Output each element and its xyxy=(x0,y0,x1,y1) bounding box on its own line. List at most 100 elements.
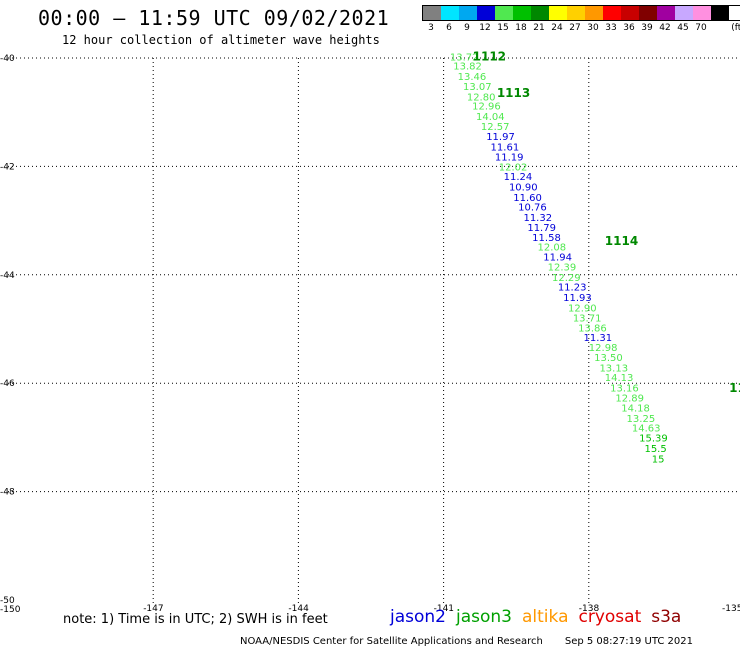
wave-height-value: 10.90 xyxy=(509,182,538,193)
color-swatch xyxy=(585,6,603,20)
wave-height-value: 11.19 xyxy=(495,153,524,164)
wave-height-value: 11.79 xyxy=(527,223,556,234)
satellite-legend-item: cryosat xyxy=(578,607,642,627)
wave-height-value: 12.02 xyxy=(499,162,528,173)
color-scale-label: 3 xyxy=(428,23,434,33)
generated-timestamp: Sep 5 08:27:19 UTC 2021 xyxy=(564,636,693,647)
wave-height-value: 13.25 xyxy=(627,414,656,425)
wave-height-value: 13.46 xyxy=(458,72,487,83)
color-scale-label: 33 xyxy=(605,23,617,33)
wave-height-value: 11.61 xyxy=(491,142,520,153)
color-scale-label: 18 xyxy=(515,23,527,33)
wave-height-value: 13.13 xyxy=(599,363,628,374)
wave-height-value: 11.32 xyxy=(523,213,552,224)
longitude-label: -141 xyxy=(434,604,454,614)
wave-height-value: 13.86 xyxy=(578,323,607,334)
color-swatch xyxy=(603,6,621,20)
color-scale-label: 6 xyxy=(446,23,452,33)
wave-observations: 13.7213.8213.4613.0712.8012.9614.0412.57… xyxy=(450,52,668,465)
latitude-label: -50 xyxy=(0,596,15,606)
wave-height-value: 12.90 xyxy=(568,303,597,314)
color-scale-swatches xyxy=(422,5,740,21)
wave-height-value: 13.82 xyxy=(453,62,482,73)
wave-height-value: 11.94 xyxy=(543,252,572,263)
wave-height-value: 11.93 xyxy=(563,293,592,304)
map-grid xyxy=(8,57,740,605)
wave-height-value: 12.96 xyxy=(472,102,501,113)
latitude-label: -46 xyxy=(0,379,15,389)
wave-height-value: 15.5 xyxy=(644,444,666,455)
color-swatch xyxy=(675,6,693,20)
wave-height-value: 11.60 xyxy=(513,193,542,204)
wave-height-value: 13.07 xyxy=(463,82,492,93)
wave-height-value: 14.63 xyxy=(632,424,661,435)
wave-height-value: 12.57 xyxy=(481,122,510,133)
wave-height-value: 12.98 xyxy=(589,343,618,354)
wave-height-value: 12.89 xyxy=(615,393,644,404)
hour-marker: 1112 xyxy=(473,49,506,63)
latitude-label: -42 xyxy=(0,162,15,172)
satellite-legend-item: s3a xyxy=(651,607,682,627)
wave-height-value: 12.29 xyxy=(552,273,581,284)
color-swatch xyxy=(639,6,657,20)
color-swatch xyxy=(657,6,675,20)
color-scale-label: 70 xyxy=(695,23,707,33)
color-swatch xyxy=(711,6,729,20)
wave-height-value: 14.04 xyxy=(476,112,505,123)
hour-markers: 1112 1113 1114 111 xyxy=(473,49,740,395)
latitude-label: -40 xyxy=(0,54,15,64)
footer-credit: NOAA/NESDIS Center for Satellite Applica… xyxy=(240,636,693,647)
color-swatch xyxy=(477,6,495,20)
color-swatch xyxy=(549,6,567,20)
color-scale-label: 36 xyxy=(623,23,635,33)
credit-text: NOAA/NESDIS Center for Satellite Applica… xyxy=(240,636,543,647)
color-swatch xyxy=(531,6,549,20)
color-scale-label: 9 xyxy=(464,23,470,33)
color-scale-label: 42 xyxy=(659,23,671,33)
color-scale-label: 24 xyxy=(551,23,563,33)
page-title: 00:00 – 11:59 UTC 09/02/2021 xyxy=(38,6,390,30)
color-swatch xyxy=(423,6,441,20)
wave-height-value: 11.58 xyxy=(532,233,561,244)
wave-height-value: 11.97 xyxy=(486,132,515,143)
color-swatch xyxy=(459,6,477,20)
color-scale-unit: (ft) xyxy=(731,23,740,33)
color-swatch xyxy=(621,6,639,20)
wave-height-value: 12.39 xyxy=(548,263,577,274)
satellite-legend: jason2 jason3 altika cryosat s3a xyxy=(390,607,691,627)
wave-height-value: 13.71 xyxy=(573,314,602,325)
wave-height-value: 15 xyxy=(652,455,665,466)
color-scale-label: 15 xyxy=(497,23,509,33)
color-swatch xyxy=(513,6,531,20)
color-scale-label: 21 xyxy=(533,23,545,33)
color-swatch xyxy=(441,6,459,20)
wave-height-value: 11.23 xyxy=(558,283,587,294)
color-scale-label: 27 xyxy=(569,23,581,33)
satellite-legend-item: altika xyxy=(522,607,569,627)
color-scale-label: 12 xyxy=(479,23,491,33)
wave-height-value: 12.08 xyxy=(537,243,566,254)
wave-height-value: 11.24 xyxy=(504,172,533,183)
wave-height-value: 11.31 xyxy=(583,333,612,344)
hour-marker: 1114 xyxy=(605,234,638,248)
map-axis-labels: -40 -42 -44 -46 -48 -50-150 -147 -144 -141 -138 -1… xyxy=(0,54,740,615)
wave-height-value: 14.18 xyxy=(621,404,650,415)
hour-marker: 1113 xyxy=(497,86,530,100)
longitude-label: -138 xyxy=(579,604,600,614)
hour-marker: 111 xyxy=(729,381,740,395)
wave-height-value: 13.16 xyxy=(610,384,639,395)
satellite-legend-item: jason3 xyxy=(456,607,512,627)
latitude-label: -44 xyxy=(0,271,15,281)
color-swatch xyxy=(693,6,711,20)
color-swatch xyxy=(495,6,513,20)
color-scale-label: 30 xyxy=(587,23,599,33)
longitude-label: -144 xyxy=(288,604,309,614)
wave-height-value: 10.76 xyxy=(518,203,547,214)
page-subtitle: 12 hour collection of altimeter wave hei… xyxy=(62,33,380,47)
satellite-legend-item: jason2 xyxy=(390,607,446,627)
color-scale-label: 45 xyxy=(677,23,689,33)
latitude-label: -48 xyxy=(0,488,15,498)
